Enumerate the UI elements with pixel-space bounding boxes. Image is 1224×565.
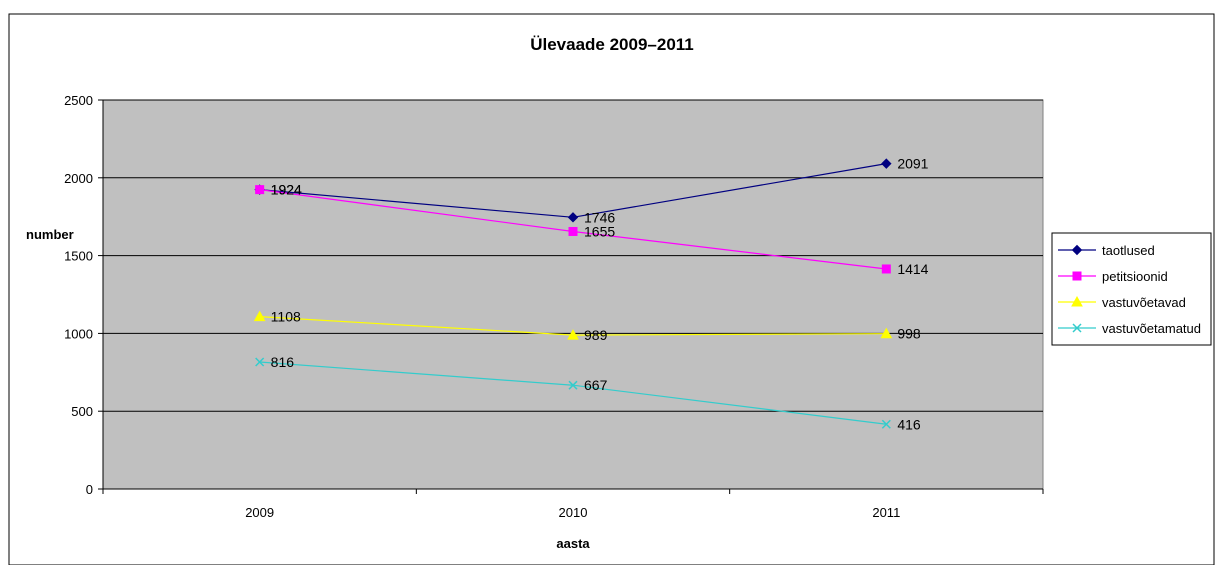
data-point: [880, 327, 893, 339]
legend-label: petitsioonid: [1102, 269, 1168, 284]
y-tick-label: 500: [71, 404, 93, 419]
data-label: 667: [584, 377, 608, 393]
data-point: [255, 357, 265, 367]
legend-label: vastuvõetavad: [1102, 295, 1186, 310]
data-point: [253, 310, 266, 322]
data-label: 998: [897, 326, 921, 342]
data-point: [881, 158, 892, 169]
data-point: [568, 226, 578, 236]
data-point: [567, 329, 579, 340]
x-tick-label: 2011: [872, 505, 900, 520]
legend: taotlused petitsioonid vastuvõetavad vastuv…: [1051, 232, 1212, 346]
data-label: 2091: [897, 156, 928, 172]
data-point-stroke: [255, 357, 265, 367]
data-label: 1108: [271, 309, 301, 325]
data-point-stroke: [881, 419, 891, 429]
data-point: [881, 419, 891, 429]
data-point: [881, 264, 891, 274]
data-label: 1414: [897, 261, 928, 277]
data-label: 989: [584, 327, 608, 343]
data-label: 1924: [271, 182, 302, 198]
data-label: 1655: [584, 223, 615, 239]
y-tick-label: 2500: [64, 93, 93, 108]
data-point: [1071, 244, 1083, 256]
y-tick-label: 2000: [64, 171, 93, 186]
y-tick-label: 0: [86, 482, 93, 497]
x-tick-label: 2009: [245, 505, 274, 520]
data-label: 1924: [271, 182, 302, 198]
data-point-stroke: [568, 380, 578, 390]
y-axis-title: number: [26, 227, 74, 242]
data-point: [1072, 271, 1082, 281]
data-label: 1746: [584, 209, 615, 225]
x-tick-label: 2010: [559, 505, 588, 520]
data-point-stroke: [1072, 323, 1082, 333]
data-point: [1072, 323, 1082, 333]
data-label: 816: [271, 354, 295, 370]
y-tick-label: 1500: [64, 249, 93, 264]
chart-title: Ülevaade 2009–2011: [530, 35, 694, 54]
legend-label: taotlused: [1102, 243, 1155, 258]
series-layer: [253, 158, 893, 429]
data-label: 416: [897, 416, 921, 432]
axes: 0 500 1000 1500 2000 2500 2009 2010 2011: [64, 93, 1044, 520]
legend-label: vastuvõetamatud: [1102, 321, 1201, 336]
data-point: [255, 185, 265, 195]
data-point: [568, 380, 578, 390]
x-axis-title: aasta: [556, 536, 590, 551]
y-tick-label: 1000: [64, 326, 93, 341]
data-point: [1071, 295, 1083, 307]
data-point: [567, 212, 579, 223]
